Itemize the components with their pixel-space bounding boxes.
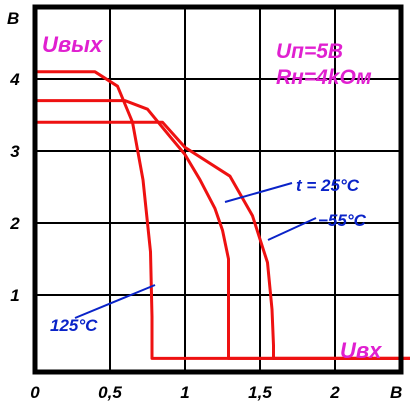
curves xyxy=(35,70,410,360)
annotations: t = 25°C −55°C 125°C xyxy=(50,176,367,335)
series-line xyxy=(35,120,410,360)
annotation-leader-line xyxy=(267,217,317,241)
x-tick-label: 1 xyxy=(180,383,189,402)
x-tick-label: 0 xyxy=(30,383,40,402)
series-label: t = 25°C xyxy=(296,176,360,195)
annotation-leader-line xyxy=(224,182,293,203)
y-tick-labels: 1 2 3 4 xyxy=(9,70,20,305)
x-tick-label: 2 xyxy=(329,383,340,402)
y-axis-title: Uвых xyxy=(42,32,103,57)
x-axis-title: Uвх xyxy=(340,338,382,363)
y-tick-label: 3 xyxy=(10,142,20,161)
y-tick-label: 2 xyxy=(9,214,20,233)
y-unit-label: В xyxy=(7,9,19,28)
x-tick-label: 0,5 xyxy=(98,383,122,402)
supply-voltage-label: Uп=5В xyxy=(276,40,343,63)
x-unit-label: В xyxy=(390,383,402,402)
series-label: 125°C xyxy=(50,316,98,335)
plot-frame xyxy=(32,4,404,375)
y-tick-label: 4 xyxy=(9,70,20,89)
series-line xyxy=(35,99,410,360)
grid xyxy=(35,7,401,372)
load-resistance-label: Rн=4kОм xyxy=(276,66,372,89)
x-tick-label: 1,5 xyxy=(248,383,272,402)
y-tick-label: 1 xyxy=(10,286,19,305)
series-label: −55°C xyxy=(318,211,367,230)
series-line xyxy=(35,70,410,360)
x-tick-labels: 0 0,5 1 1,5 2 xyxy=(30,383,340,402)
annotation-leaders xyxy=(74,182,317,319)
annotation-leader-line xyxy=(74,284,156,319)
